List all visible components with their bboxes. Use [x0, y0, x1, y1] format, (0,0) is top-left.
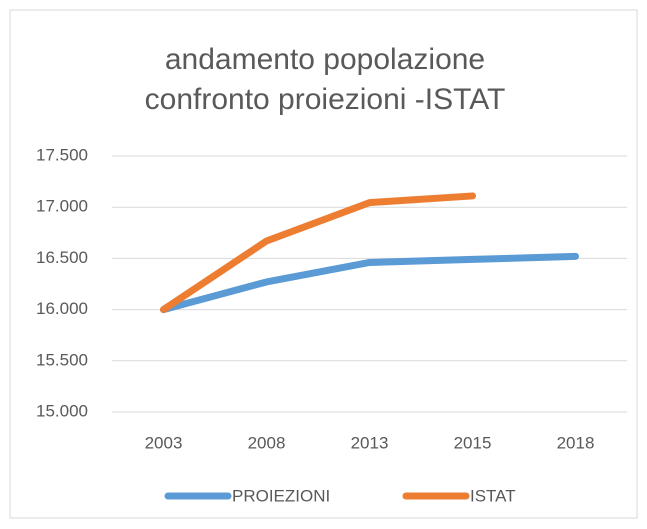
- data-line: [160, 192, 476, 314]
- x-tick-label: 2013: [351, 433, 389, 452]
- y-tick-label: 15.000: [36, 401, 88, 420]
- y-tick-label: 17.000: [36, 197, 88, 216]
- legend-label: ISTAT: [470, 486, 516, 505]
- y-tick-label: 16.000: [36, 299, 88, 318]
- x-tick-label: 2018: [557, 433, 595, 452]
- chart-title: andamento popolazione confronto proiezio…: [144, 43, 506, 116]
- x-tick-label: 2015: [454, 433, 492, 452]
- y-tick-label: 15.500: [36, 350, 88, 369]
- y-tick-label: 16.500: [36, 248, 88, 267]
- chart-border: [9, 9, 638, 519]
- x-tick-label: 2008: [248, 433, 286, 452]
- y-tick-label: 17.500: [36, 145, 88, 164]
- x-tick-label: 2003: [145, 433, 183, 452]
- legend-label: PROIEZIONI: [232, 486, 330, 505]
- data-line: [160, 252, 579, 314]
